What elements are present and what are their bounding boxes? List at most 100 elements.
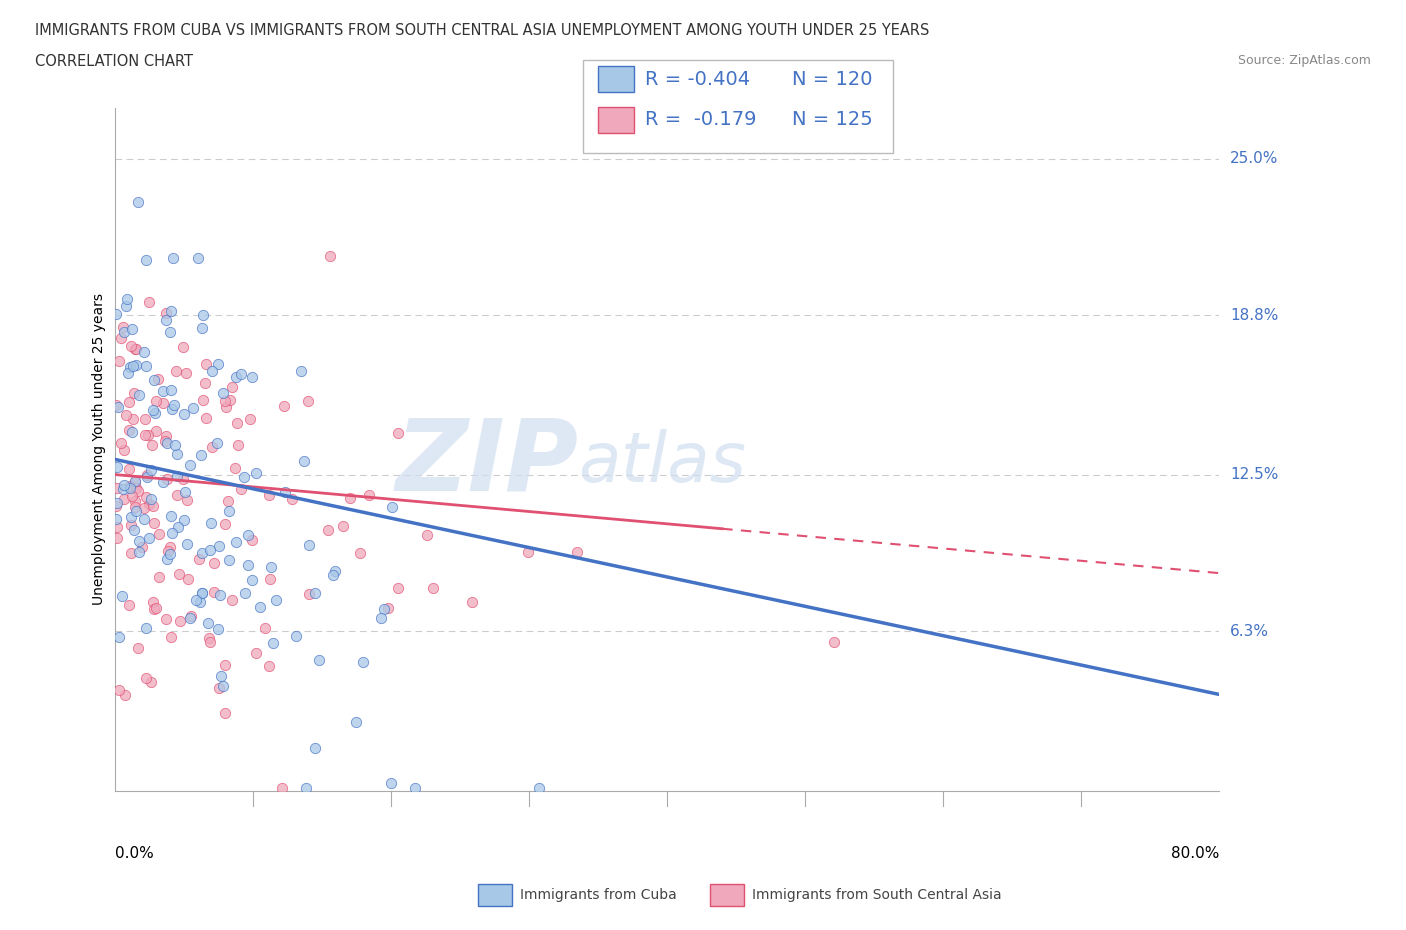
Point [166,446,188,461]
Point [209,669,232,684]
Point [124,475,146,490]
Point [294,780,316,795]
Point [135,489,157,504]
Point [125,358,148,373]
Point [176,537,198,551]
Point [135,252,157,267]
Point [194,410,217,425]
Point [121,359,143,374]
Text: Immigrants from Cuba: Immigrants from Cuba [520,887,676,902]
Point [145,393,167,408]
Point [132,501,155,516]
Point [118,394,141,409]
Text: N = 120: N = 120 [792,70,872,88]
Point [142,498,165,513]
Y-axis label: Unemployment Among Youth under 25 years: Unemployment Among Youth under 25 years [93,293,107,605]
Point [166,520,188,535]
Point [110,435,132,450]
Point [200,364,222,379]
Point [142,594,165,609]
Point [152,395,174,410]
Point [112,443,135,458]
Point [245,645,267,660]
Point [308,653,330,668]
Point [156,543,179,558]
Point [225,534,247,549]
Point [112,477,135,492]
Point [105,498,128,513]
Point [292,454,315,469]
Point [218,553,240,568]
Point [226,437,249,452]
Point [298,586,321,601]
Point [143,515,166,530]
Point [159,630,181,644]
Point [197,631,219,645]
Point [181,401,204,416]
Text: N = 125: N = 125 [792,111,872,129]
Point [128,534,150,549]
Point [118,479,141,494]
Point [214,394,236,409]
Point [124,499,146,514]
Point [516,544,538,559]
Point [357,487,380,502]
Point [166,469,188,484]
Point [214,517,236,532]
Point [135,467,157,482]
Point [112,320,135,335]
Point [260,560,283,575]
Point [159,547,181,562]
Point [159,539,181,554]
Text: R = -0.404: R = -0.404 [645,70,751,88]
Point [163,437,186,452]
Point [143,405,166,420]
Point [115,408,138,423]
Point [141,438,163,453]
Point [290,364,312,379]
Point [120,517,142,532]
Point [125,341,148,356]
Point [142,372,165,387]
Point [304,586,326,601]
Point [202,585,225,600]
Point [166,487,188,502]
Text: Source: ZipAtlas.com: Source: ZipAtlas.com [1237,54,1371,67]
Point [460,594,482,609]
Point [207,622,229,637]
Point [155,312,177,327]
Point [198,635,221,650]
Point [152,475,174,490]
Point [387,581,409,596]
Point [105,459,128,474]
Point [224,461,246,476]
Point [176,492,198,507]
Point [209,587,232,602]
Point [143,602,166,617]
Point [110,331,132,346]
Point [527,780,550,795]
Point [219,392,242,407]
Point [134,412,156,427]
Point [257,658,280,673]
Point [124,473,146,488]
Point [339,491,361,506]
Point [132,344,155,359]
Text: 12.5%: 12.5% [1230,467,1278,482]
Point [240,533,263,548]
Point [138,530,160,545]
Text: 18.8%: 18.8% [1230,308,1278,323]
Point [153,433,176,448]
Point [155,429,177,444]
Point [231,482,253,497]
Point [121,489,143,504]
Point [259,571,281,586]
Point [148,526,170,541]
Point [262,636,284,651]
Point [344,714,367,729]
Text: 6.3%: 6.3% [1230,624,1270,639]
Text: atlas: atlas [579,430,747,497]
Point [108,630,131,644]
Point [422,580,444,595]
Point [127,195,149,210]
